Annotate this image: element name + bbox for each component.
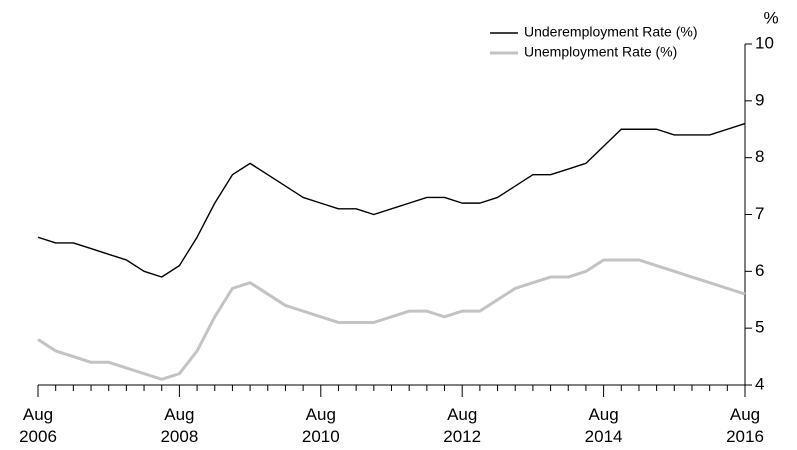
x-tick-label: Aug 2006 [19, 405, 57, 446]
x-tick-label: Aug 2008 [160, 405, 199, 446]
y-unit: % [763, 8, 778, 27]
legend-label: Underemployment Rate (%) [524, 24, 698, 40]
x-tick-label: Aug 2014 [584, 405, 623, 446]
y-tick-label: 6 [755, 261, 764, 280]
x-tick-label: Aug 2010 [301, 405, 340, 446]
y-tick-label: 4 [755, 374, 764, 393]
y-tick-label: 5 [755, 318, 764, 337]
x-tick-label: Aug 2012 [443, 405, 482, 446]
legend-label: Unemployment Rate (%) [524, 44, 677, 60]
series-line [37, 258, 746, 381]
y-tick-label: 10 [755, 33, 774, 52]
series-line [37, 122, 746, 278]
y-tick-label: 7 [755, 204, 764, 223]
y-tick-label: 8 [755, 147, 764, 166]
x-tick-label: Aug 2016 [726, 405, 764, 446]
y-tick-label: 9 [755, 90, 764, 109]
